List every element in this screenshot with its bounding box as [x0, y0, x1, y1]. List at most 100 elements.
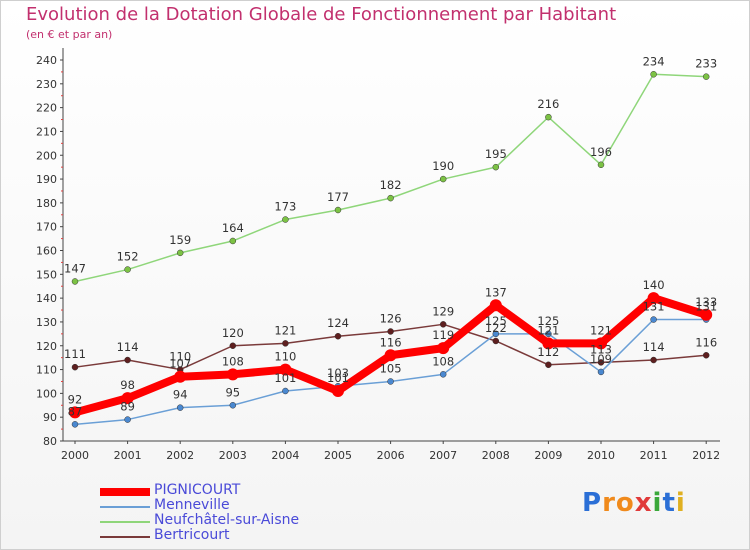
- logo-letter: t: [662, 488, 676, 518]
- x-tick-label: 2006: [377, 449, 405, 462]
- data-label: 92: [68, 392, 83, 406]
- data-point: [492, 163, 500, 171]
- data-label: 121: [537, 323, 559, 337]
- data-point: [384, 349, 397, 362]
- data-point: [387, 328, 394, 335]
- data-label: 121: [274, 323, 296, 337]
- data-point: [124, 356, 131, 364]
- data-point: [176, 249, 184, 257]
- legend-swatch: [100, 521, 150, 523]
- data-label: 133: [695, 295, 717, 309]
- logo-letter: x: [634, 488, 653, 518]
- y-tick-label: 80: [43, 435, 57, 448]
- data-point: [595, 337, 607, 350]
- data-label: 129: [432, 304, 454, 318]
- x-tick-label: 2003: [219, 449, 247, 462]
- data-point: [650, 316, 657, 323]
- data-label: 159: [169, 233, 191, 247]
- data-point: [439, 321, 447, 328]
- y-tick-label: 110: [36, 364, 57, 377]
- data-point: [439, 175, 447, 183]
- x-tick-label: 2002: [166, 449, 194, 462]
- legend-swatch: [100, 536, 150, 538]
- data-point: [437, 342, 450, 355]
- data-label: 196: [590, 145, 612, 159]
- data-label: 95: [225, 385, 240, 399]
- y-tick-label: 120: [36, 340, 57, 353]
- data-label: 111: [64, 347, 86, 361]
- y-tick-label: 230: [36, 78, 57, 91]
- legend-swatch: [100, 488, 150, 496]
- legend-swatch: [100, 506, 150, 508]
- data-point: [229, 237, 237, 245]
- logo-letter: o: [615, 488, 635, 518]
- data-point: [282, 387, 289, 395]
- data-point: [542, 337, 555, 350]
- y-tick-label: 160: [36, 245, 57, 258]
- data-point: [282, 340, 289, 347]
- data-point: [702, 73, 710, 80]
- data-point: [334, 332, 342, 340]
- data-label: 233: [695, 57, 717, 71]
- data-label: 94: [173, 388, 188, 402]
- y-tick-label: 170: [36, 221, 57, 234]
- data-point: [282, 216, 289, 223]
- x-tick-label: 2004: [271, 449, 299, 462]
- data-label: 147: [64, 261, 86, 275]
- x-tick-label: 2000: [61, 449, 89, 462]
- data-label: 101: [327, 371, 349, 385]
- data-point: [229, 342, 237, 349]
- chart-title: Evolution de la Dotation Globale de Fonc…: [26, 4, 617, 25]
- data-label: 105: [380, 361, 402, 375]
- data-point: [332, 384, 344, 397]
- proxiti-logo: Proxiti: [582, 488, 686, 518]
- legend-label: Neufchâtel-sur-Aisne: [154, 512, 300, 528]
- data-point: [387, 194, 394, 202]
- data-label: 126: [380, 311, 402, 325]
- data-point: [545, 113, 552, 121]
- data-label: 113: [590, 342, 612, 356]
- data-point: [545, 361, 552, 369]
- data-label: 195: [485, 147, 507, 161]
- x-tick-label: 2007: [429, 449, 457, 462]
- data-label: 216: [537, 97, 559, 111]
- legend-label: Bertricourt: [154, 527, 230, 543]
- data-label: 164: [222, 221, 244, 235]
- data-label: 234: [643, 54, 665, 68]
- data-label: 114: [643, 340, 665, 354]
- x-tick-label: 2009: [534, 449, 562, 462]
- data-label: 103: [327, 366, 349, 380]
- data-label: 173: [274, 200, 296, 214]
- data-label: 116: [380, 335, 402, 349]
- data-label: 122: [485, 321, 507, 335]
- y-tick-label: 210: [36, 125, 57, 138]
- logo-letter: i: [652, 488, 663, 518]
- data-label: 101: [274, 371, 296, 385]
- y-tick-label: 240: [36, 54, 57, 67]
- data-label: 121: [590, 323, 612, 337]
- x-tick-label: 2001: [114, 449, 142, 462]
- data-label: 89: [120, 400, 135, 414]
- data-label: 116: [695, 335, 717, 349]
- data-point: [545, 330, 552, 338]
- data-label: 87: [68, 404, 83, 418]
- y-tick-label: 130: [36, 316, 57, 329]
- data-point: [439, 371, 447, 378]
- logo-letter: P: [582, 488, 603, 518]
- data-point: [597, 368, 605, 376]
- y-tick-label: 100: [36, 387, 57, 400]
- data-point: [69, 406, 81, 419]
- data-point: [174, 370, 187, 383]
- y-tick-label: 180: [36, 197, 57, 210]
- x-tick-label: 2008: [482, 449, 510, 462]
- data-point: [597, 359, 605, 366]
- data-point: [71, 363, 79, 371]
- data-label: 190: [432, 159, 454, 173]
- data-point: [124, 416, 131, 423]
- data-point: [650, 356, 657, 364]
- data-point: [650, 71, 657, 78]
- y-tick-label: 140: [36, 292, 57, 305]
- data-label: 112: [537, 345, 559, 359]
